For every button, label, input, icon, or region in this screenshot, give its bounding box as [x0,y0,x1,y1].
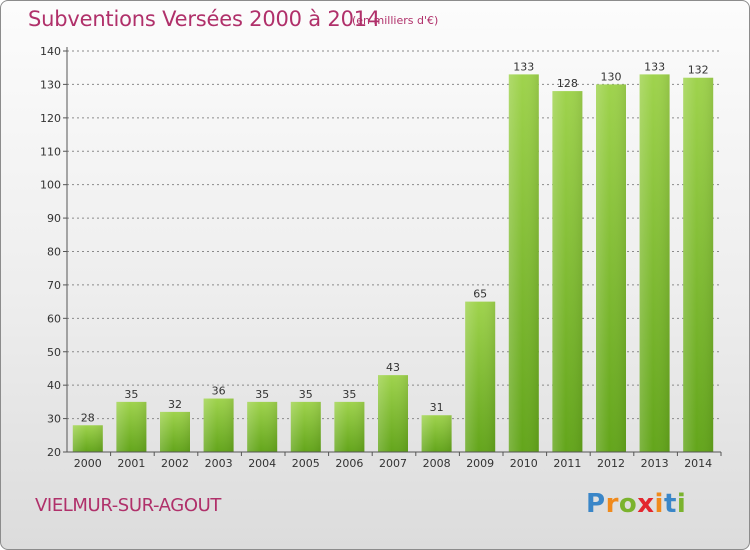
brand-letter: t [663,489,677,519]
x-tick-label: 2011 [553,457,581,470]
data-label: 130 [601,70,622,83]
brand-letter: P [586,489,606,519]
commune-name: VIELMUR-SUR-AGOUT [35,495,221,516]
chart-unit: (en milliers d'€) [352,14,439,27]
x-tick-label: 2002 [161,457,189,470]
x-tick-label: 2003 [205,457,233,470]
x-tick-label: 2009 [466,457,494,470]
x-tick-label: 2007 [379,457,407,470]
data-label: 128 [557,77,578,90]
x-tick-label: 2006 [335,457,363,470]
y-tick-label: 140 [40,45,61,58]
brand-letter: x [637,489,655,519]
brand-letter: r [605,489,619,519]
brand-letter: i [676,489,687,519]
y-tick-label: 40 [47,379,61,392]
y-tick-label: 90 [47,212,61,225]
bar-shine [683,77,714,452]
bar-shine [421,415,452,452]
y-tick-label: 30 [47,413,61,426]
x-tick-label: 2000 [74,457,102,470]
x-tick-label: 2008 [423,457,451,470]
bar-shine [334,401,365,452]
bar-shine [596,84,626,453]
bar-shine [247,401,278,452]
data-label: 133 [644,60,665,73]
data-label: 35 [124,388,138,401]
bar-shine [552,91,583,452]
y-tick-label: 60 [47,312,61,325]
data-label: 36 [212,385,226,398]
data-label: 31 [430,401,444,414]
data-label: 43 [386,361,400,374]
bar-shine [160,411,190,452]
proxiti-logo: Proxiti [586,489,686,519]
x-tick-label: 2004 [248,457,276,470]
bar-shine [116,401,147,452]
bar-shine [72,425,103,452]
data-label: 35 [342,388,356,401]
bar-shine [639,74,670,453]
data-label: 133 [513,60,534,73]
chart-title: Subventions Versées 2000 à 2014 [28,7,381,31]
x-tick-label: 2001 [117,457,145,470]
x-tick-label: 2005 [292,457,320,470]
x-tick-label: 2013 [641,457,669,470]
y-tick-label: 50 [47,346,61,359]
bar-shine [290,401,321,452]
data-label: 132 [688,64,709,77]
brand-letter: o [618,489,638,519]
data-label: 65 [473,288,487,301]
y-tick-label: 70 [47,279,61,292]
y-tick-label: 110 [40,145,61,158]
y-tick-label: 20 [47,446,61,459]
y-tick-label: 100 [40,179,61,192]
data-label: 28 [81,411,95,424]
data-label: 35 [255,388,269,401]
bar-shine [508,74,539,453]
data-label: 32 [168,398,182,411]
x-tick-label: 2012 [597,457,625,470]
bar-shine [203,398,234,452]
x-tick-label: 2010 [510,457,538,470]
y-tick-label: 80 [47,246,61,259]
brand-letter: i [654,489,664,519]
bar-shine [378,375,408,452]
x-tick-label: 2014 [684,457,712,470]
data-label: 35 [299,388,313,401]
y-tick-label: 130 [40,78,61,91]
y-tick-label: 120 [40,112,61,125]
bar-shine [465,301,496,452]
